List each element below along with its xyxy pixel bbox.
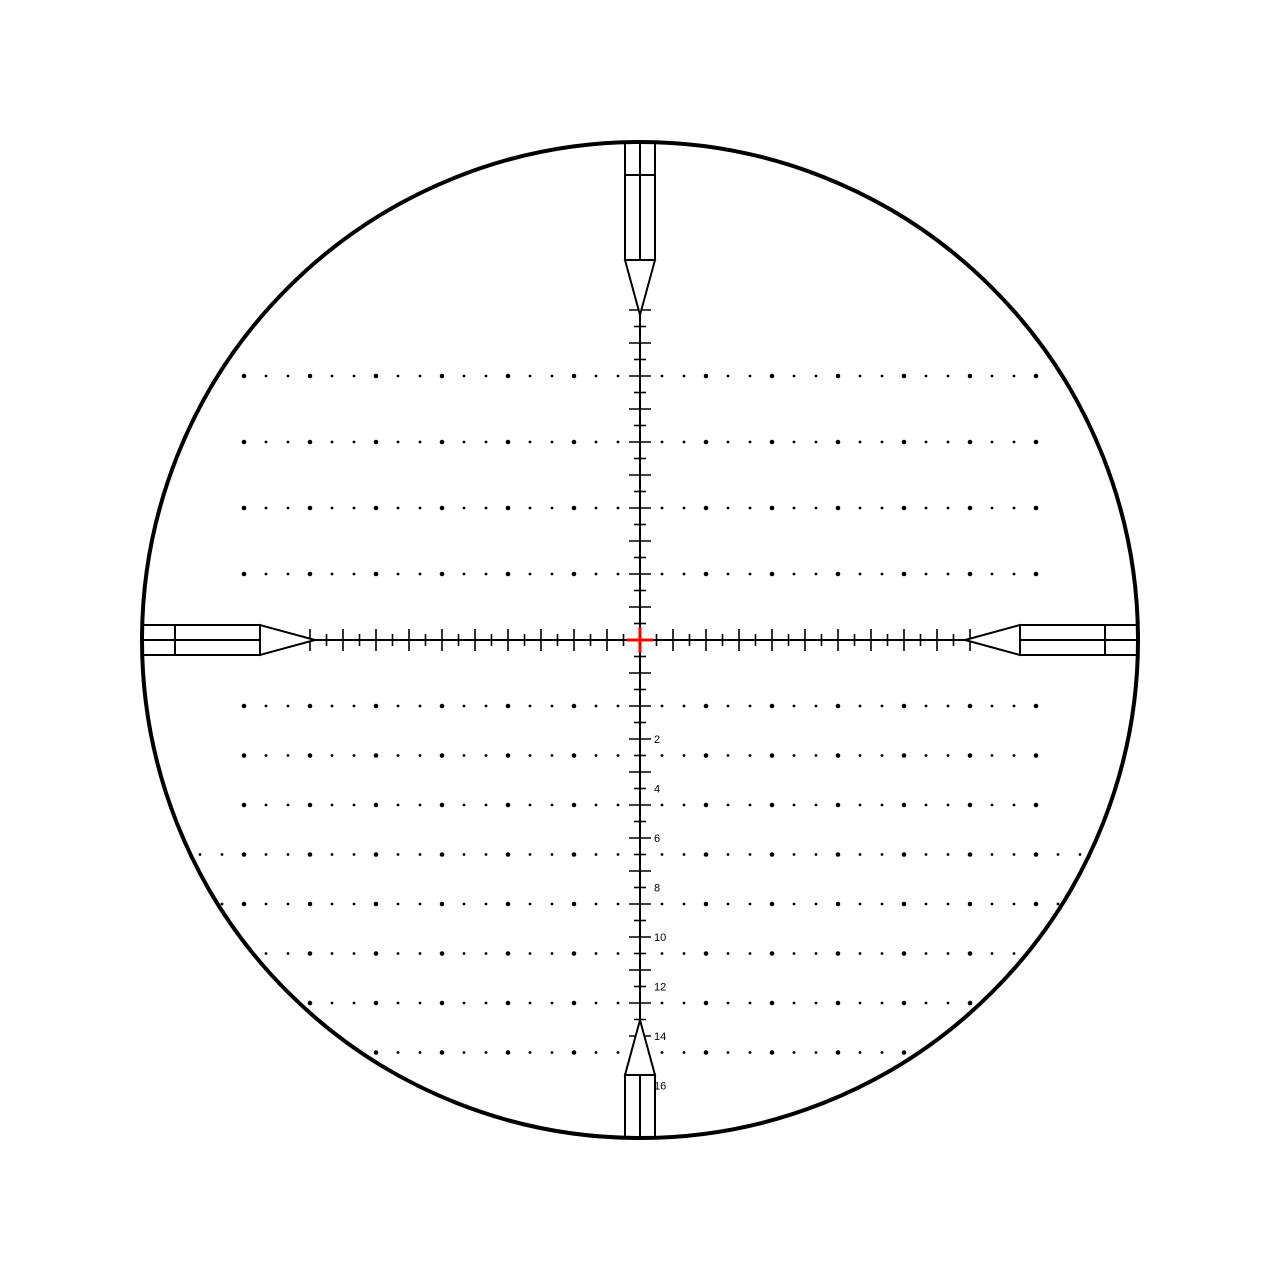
stadia-label: 8 [654, 883, 660, 895]
stadia-label: 14 [654, 1031, 666, 1043]
reticle-diagram: 2 4 6 8 10 12 14 16 [0, 0, 1280, 1280]
stadia-label: 6 [654, 833, 660, 845]
stadia-label: 10 [654, 932, 666, 944]
stadia-label: 12 [654, 982, 666, 994]
stadia-label: 2 [654, 734, 660, 746]
stadia-label: 16 [654, 1081, 666, 1093]
stadia-label: 4 [654, 784, 660, 796]
